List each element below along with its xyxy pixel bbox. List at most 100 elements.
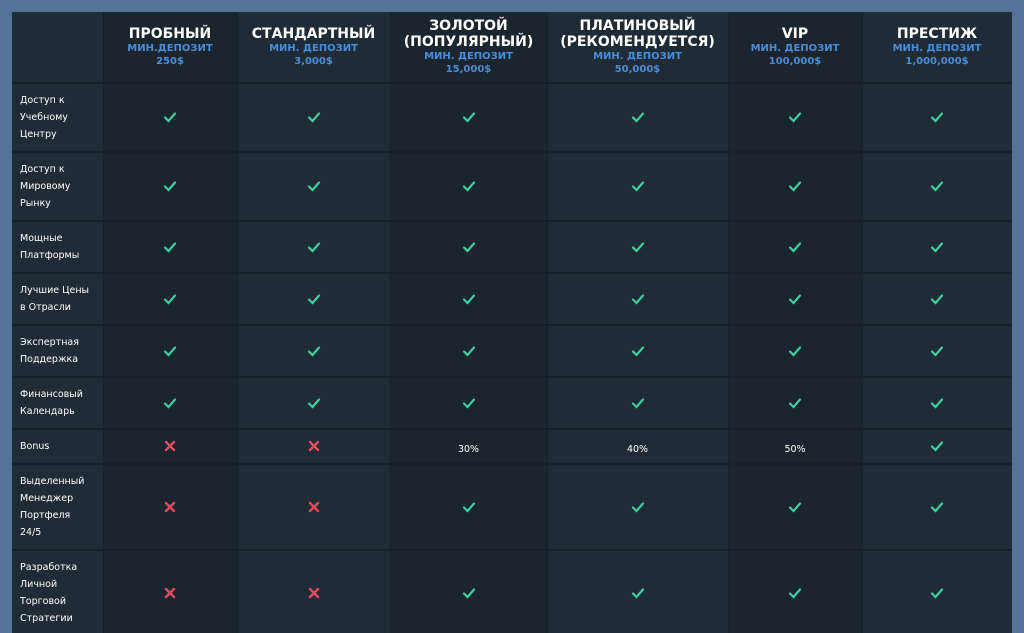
icon-stroke [788, 241, 802, 253]
plan-name: ПРОБНЫЙ [128, 26, 212, 42]
icon-stroke [631, 501, 644, 513]
check-icon [307, 112, 320, 123]
feature-cell [547, 325, 729, 378]
check-icon [462, 397, 475, 409]
check-icon [788, 587, 802, 599]
feature-cell [390, 273, 548, 326]
feature-cell [103, 550, 238, 633]
check-icon [462, 181, 475, 192]
check-icon [462, 587, 475, 599]
check-icon [462, 501, 475, 513]
deposit-amount: 3,000$ [294, 56, 333, 67]
icon-stroke [163, 112, 177, 123]
feature-row: Доступ к Мировому Рынку [12, 152, 1012, 222]
feature-cell [862, 464, 1012, 551]
plan-name: ЗОЛОТОЙ (ПОПУЛЯРНЫЙ) [403, 18, 534, 50]
check-icon [631, 345, 644, 357]
feature-cell [728, 377, 863, 430]
icon-stroke [307, 397, 320, 409]
feature-cell [728, 83, 863, 153]
icon-stroke [930, 441, 944, 452]
cell-text: 30% [457, 444, 480, 455]
check-icon [462, 293, 475, 305]
icon-stroke [631, 397, 644, 409]
icon-stroke [788, 181, 802, 192]
plan-header: ПРЕСТИЖ МИН. ДЕПОЗИТ 1,000,000$ [862, 12, 1012, 84]
check-icon [788, 501, 802, 513]
deposit-amount: 15,000$ [445, 64, 492, 75]
deposit-amount: 1,000,000$ [905, 56, 969, 67]
deposit-label: МИН. ДЕПОЗИТ [892, 43, 982, 54]
cross-icon [164, 587, 176, 598]
feature-label: Выделенный Менеджер Портфеля 24/5 [12, 464, 104, 551]
plan-header: VIP МИН. ДЕПОЗИТ 100,000$ [728, 12, 863, 84]
feature-cell [237, 325, 391, 378]
icon-stroke [163, 241, 177, 253]
icon-stroke [788, 397, 802, 409]
feature-cell [390, 377, 548, 430]
plan-name: ПЛАТИНОВЫЙ (РЕКОМЕНДУЕТСЯ) [560, 18, 715, 50]
check-icon [163, 397, 177, 409]
table-body: Доступ к Учебному Центру Доступ к Мировом… [12, 83, 1012, 633]
icon-stroke [631, 293, 644, 305]
deposit-label: МИН. ДЕПОЗИТ [750, 43, 840, 54]
feature-cell [103, 464, 238, 551]
icon-stroke [164, 501, 176, 512]
check-icon [307, 241, 320, 253]
check-icon [307, 293, 320, 305]
check-icon [930, 441, 944, 452]
feature-cell [237, 273, 391, 326]
feature-cell [237, 464, 391, 551]
header-row: ПРОБНЫЙ МИН.ДЕПОЗИТ 250$ СТАНДАРТНЫЙ МИН. ДЕ… [12, 12, 1012, 84]
check-icon [462, 241, 475, 253]
icon-stroke [308, 587, 319, 598]
icon-stroke [788, 501, 802, 513]
icon-stroke [308, 440, 319, 452]
feature-label: Bonus [12, 429, 104, 465]
feature-cell [237, 83, 391, 153]
plan-header: ПРОБНЫЙ МИН.ДЕПОЗИТ 250$ [103, 12, 238, 84]
feature-cell: 30% [390, 429, 548, 465]
icon-stroke [788, 293, 802, 305]
icon-stroke [308, 501, 319, 512]
cross-icon [164, 501, 176, 512]
cross-icon [308, 587, 319, 598]
icon-stroke [164, 587, 176, 598]
check-icon [788, 397, 802, 409]
check-icon [631, 181, 644, 192]
icon-stroke [163, 181, 177, 192]
icon-stroke [307, 241, 320, 253]
icon-stroke [930, 112, 944, 123]
check-icon [930, 501, 944, 513]
feature-cell [547, 464, 729, 551]
cross-icon [308, 440, 319, 452]
icon-stroke [788, 587, 802, 599]
icon-stroke [307, 181, 320, 192]
feature-cell [103, 152, 238, 222]
feature-cell [547, 273, 729, 326]
feature-cell [547, 377, 729, 430]
icon-stroke [307, 112, 320, 123]
corner-cell [12, 12, 104, 84]
feature-cell [103, 273, 238, 326]
plan-name: VIP [781, 26, 809, 42]
feature-row: Экспертная Поддержка [12, 325, 1012, 378]
check-icon [631, 587, 644, 599]
check-icon [163, 181, 177, 192]
deposit-label: МИН. ДЕПОЗИТ [593, 51, 682, 62]
check-icon [462, 345, 475, 357]
icon-stroke [462, 397, 475, 409]
check-icon [631, 241, 644, 253]
deposit-amount: 100,000$ [768, 56, 822, 67]
feature-label: Доступ к Учебному Центру [12, 83, 104, 153]
feature-cell [237, 221, 391, 274]
deposit-label: МИН.ДЕПОЗИТ [127, 43, 213, 54]
feature-row: Лучшие Цены в Отрасли [12, 273, 1012, 326]
feature-cell [390, 83, 548, 153]
feature-cell [103, 325, 238, 378]
check-icon [930, 293, 944, 305]
feature-cell [862, 221, 1012, 274]
feature-label: Доступ к Мировому Рынку [12, 152, 104, 222]
feature-cell [237, 550, 391, 633]
